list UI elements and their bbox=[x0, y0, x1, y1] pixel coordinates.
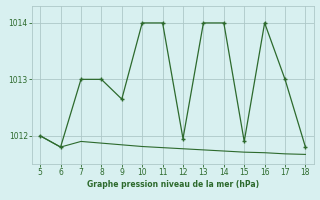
X-axis label: Graphe pression niveau de la mer (hPa): Graphe pression niveau de la mer (hPa) bbox=[87, 180, 259, 189]
